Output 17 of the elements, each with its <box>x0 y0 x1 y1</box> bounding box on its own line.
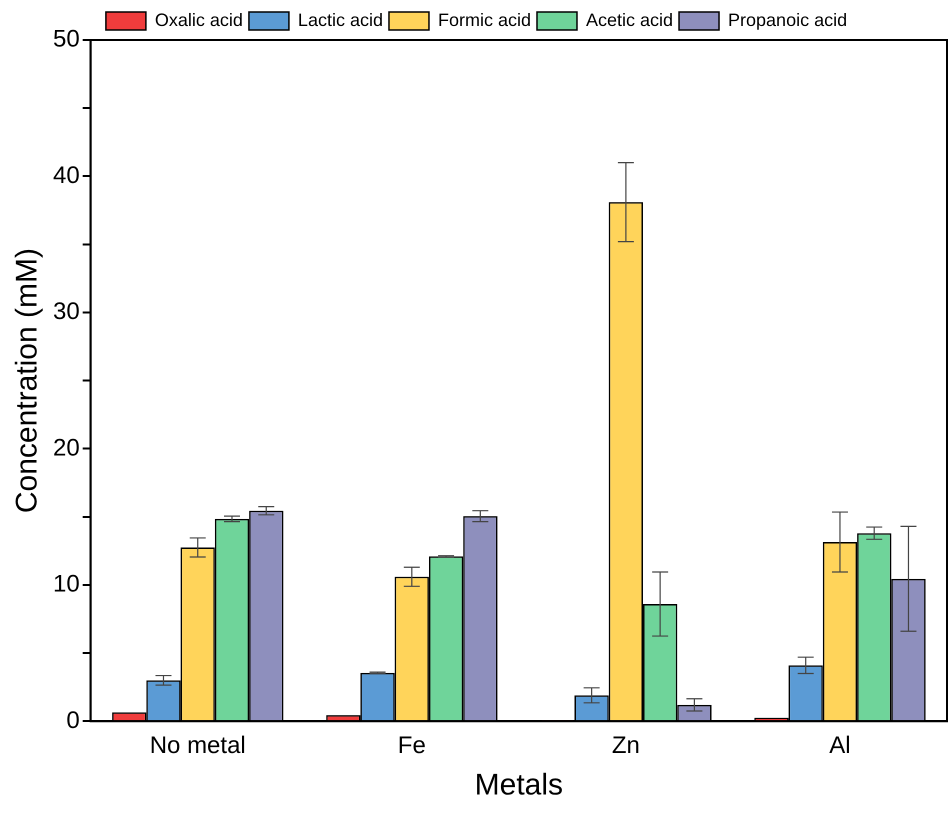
x-tick-label: No metal <box>150 732 246 760</box>
x-tick-label: Al <box>829 732 851 760</box>
y-tick-label: 0 <box>66 706 80 734</box>
y-tick-label: 20 <box>52 434 80 462</box>
y-tick-label: 50 <box>52 26 80 53</box>
legend-label: Propanoic acid <box>728 10 848 30</box>
legend-label: Lactic acid <box>298 10 383 30</box>
legend-label: Acetic acid <box>586 10 674 30</box>
legend-label: Formic acid <box>438 10 531 30</box>
y-tick-label: 10 <box>52 570 80 598</box>
x-tick-label: Fe <box>398 732 426 760</box>
y-axis-title: Concentration (mM) <box>10 248 44 514</box>
x-axis-title: Metals <box>474 768 564 802</box>
x-tick-label: Zn <box>612 732 640 760</box>
legend-label: Oxalic acid <box>154 10 243 30</box>
y-tick-label: 40 <box>52 162 80 189</box>
y-tick-label: 30 <box>52 298 80 326</box>
